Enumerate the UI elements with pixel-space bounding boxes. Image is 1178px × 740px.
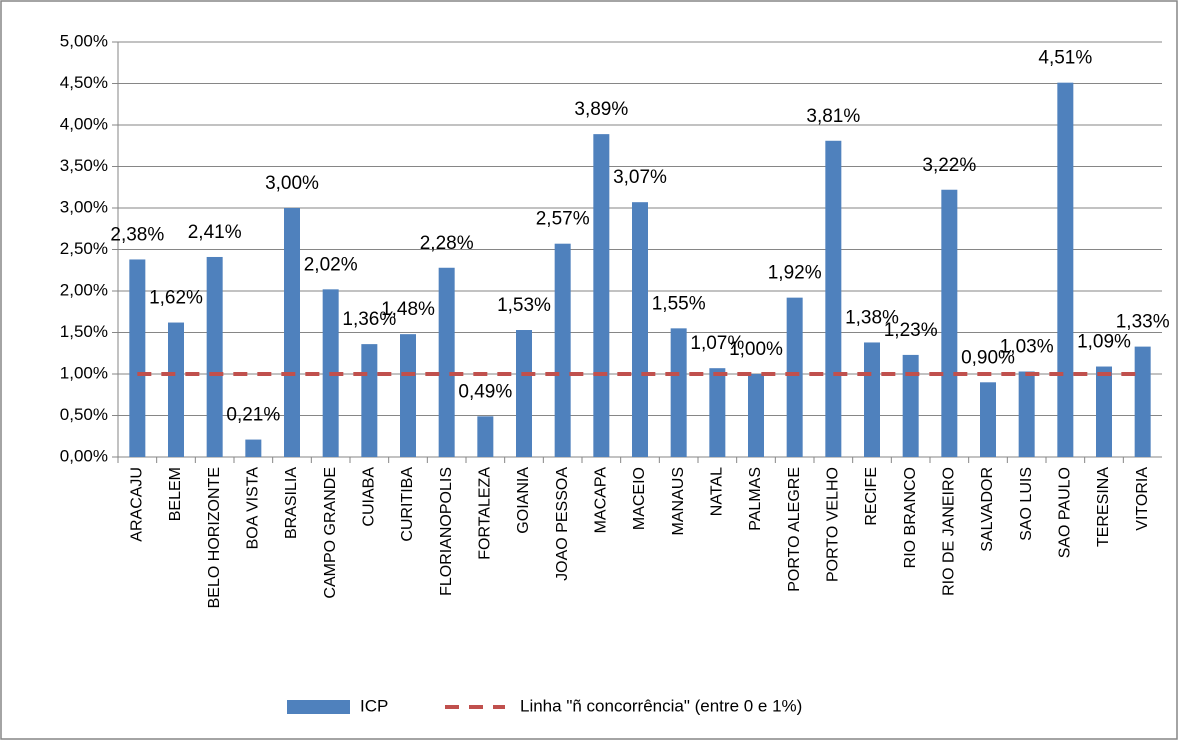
value-label: 2,57% [536, 209, 590, 230]
bar [670, 328, 687, 457]
bar [516, 330, 532, 457]
x-tick-label: CUIABA [361, 467, 378, 527]
bar [245, 439, 262, 457]
bar [554, 243, 571, 457]
value-label: 1,55% [652, 293, 706, 314]
value-label: 1,33% [1116, 312, 1170, 333]
bar [477, 416, 494, 457]
value-label: 1,09% [1077, 332, 1131, 353]
value-label: 1,00% [729, 339, 783, 360]
x-tick-label: VITORIA [1134, 467, 1151, 531]
value-label: 2,28% [420, 233, 474, 254]
value-label: 3,00% [265, 173, 319, 194]
x-tick-label: NATAL [709, 467, 726, 516]
x-tick-label: FORTALEZA [477, 467, 494, 560]
x-tick-label: JOAO PESSOA [554, 467, 571, 581]
legend-label: Linha "ñ concorrência" (entre 0 e 1%) [520, 696, 802, 715]
x-tick-label: BOA VISTA [245, 467, 262, 550]
x-tick-label: FLORIANOPOLIS [438, 467, 455, 596]
y-tick-label: 5,00% [60, 31, 108, 50]
bar [825, 140, 842, 457]
bar [941, 189, 958, 458]
bar [284, 208, 300, 457]
x-tick-label: PORTO ALEGRE [786, 467, 803, 592]
x-tick-label: SAO PAULO [1057, 467, 1074, 558]
x-tick-label: GOIANIA [515, 467, 532, 534]
bar [168, 322, 184, 457]
y-tick-label: 4,00% [60, 114, 108, 133]
x-tick-label: RIO BRANCO [902, 467, 919, 568]
x-tick-label: SALVADOR [979, 467, 996, 552]
value-label: 1,23% [884, 320, 938, 341]
bar [748, 374, 764, 457]
y-tick-label: 3,50% [60, 156, 108, 175]
value-label: 3,07% [613, 167, 667, 188]
x-tick-label: CAMPO GRANDE [322, 467, 339, 599]
bar [206, 256, 223, 457]
y-tick-label: 3,00% [60, 197, 108, 216]
bar [980, 382, 996, 457]
value-label: 1,38% [845, 307, 899, 328]
y-tick-label: 1,50% [60, 322, 108, 341]
value-label: 1,07% [690, 333, 744, 354]
value-label: 2,38% [110, 224, 164, 245]
y-tick-label: 0,50% [60, 405, 108, 424]
bar [1018, 371, 1035, 457]
bar [632, 202, 648, 457]
bar [593, 134, 610, 457]
x-tick-label: MANAUS [670, 467, 687, 535]
bar [786, 297, 803, 457]
bar [361, 344, 378, 457]
x-tick-label: RECIFE [863, 467, 880, 526]
bar [1096, 366, 1112, 457]
legend-swatch [287, 700, 350, 714]
x-tick-label: TERESINA [1095, 467, 1112, 547]
x-tick-label: BELO HORIZONTE [206, 467, 223, 608]
bar [400, 334, 416, 457]
x-tick-label: BELEM [167, 467, 184, 521]
x-tick-label: MACAPA [593, 467, 610, 534]
value-label: 0,49% [458, 381, 512, 402]
bar [902, 354, 919, 457]
y-tick-label: 2,50% [60, 239, 108, 258]
value-label: 2,41% [188, 222, 242, 243]
value-label: 3,22% [922, 155, 976, 176]
value-label: 1,48% [381, 299, 435, 320]
value-label: 2,02% [304, 254, 358, 275]
value-label: 4,51% [1038, 48, 1092, 69]
value-label: 0,90% [961, 347, 1015, 368]
y-tick-label: 2,00% [60, 280, 108, 299]
value-label: 1,92% [768, 263, 822, 284]
value-label: 1,62% [149, 288, 203, 309]
x-tick-label: PALMAS [747, 467, 764, 531]
value-label: 1,36% [342, 309, 396, 330]
x-tick-label: MACEIO [631, 467, 648, 530]
value-label: 3,89% [574, 99, 628, 120]
x-tick-label: ARACAJU [129, 467, 146, 542]
bar [129, 259, 146, 457]
x-tick-label: BRASILIA [283, 467, 300, 539]
bar [1134, 346, 1151, 457]
value-label: 3,81% [806, 106, 860, 127]
y-tick-label: 1,00% [60, 363, 108, 382]
value-label: 1,03% [1000, 337, 1054, 358]
x-tick-label: PORTO VELHO [825, 467, 842, 582]
x-tick-label: RIO DE JANEIRO [941, 467, 958, 596]
x-tick-label: CURITIBA [399, 467, 416, 542]
value-label: 1,53% [497, 295, 551, 316]
x-tick-label: SAO LUIS [1018, 467, 1035, 541]
bar [438, 267, 455, 457]
bar [864, 342, 880, 457]
y-tick-label: 4,50% [60, 73, 108, 92]
value-label: 0,21% [226, 405, 280, 426]
bar [1057, 82, 1074, 458]
y-tick-label: 0,00% [60, 446, 108, 465]
bar [709, 368, 726, 457]
legend-label: ICP [360, 696, 388, 715]
